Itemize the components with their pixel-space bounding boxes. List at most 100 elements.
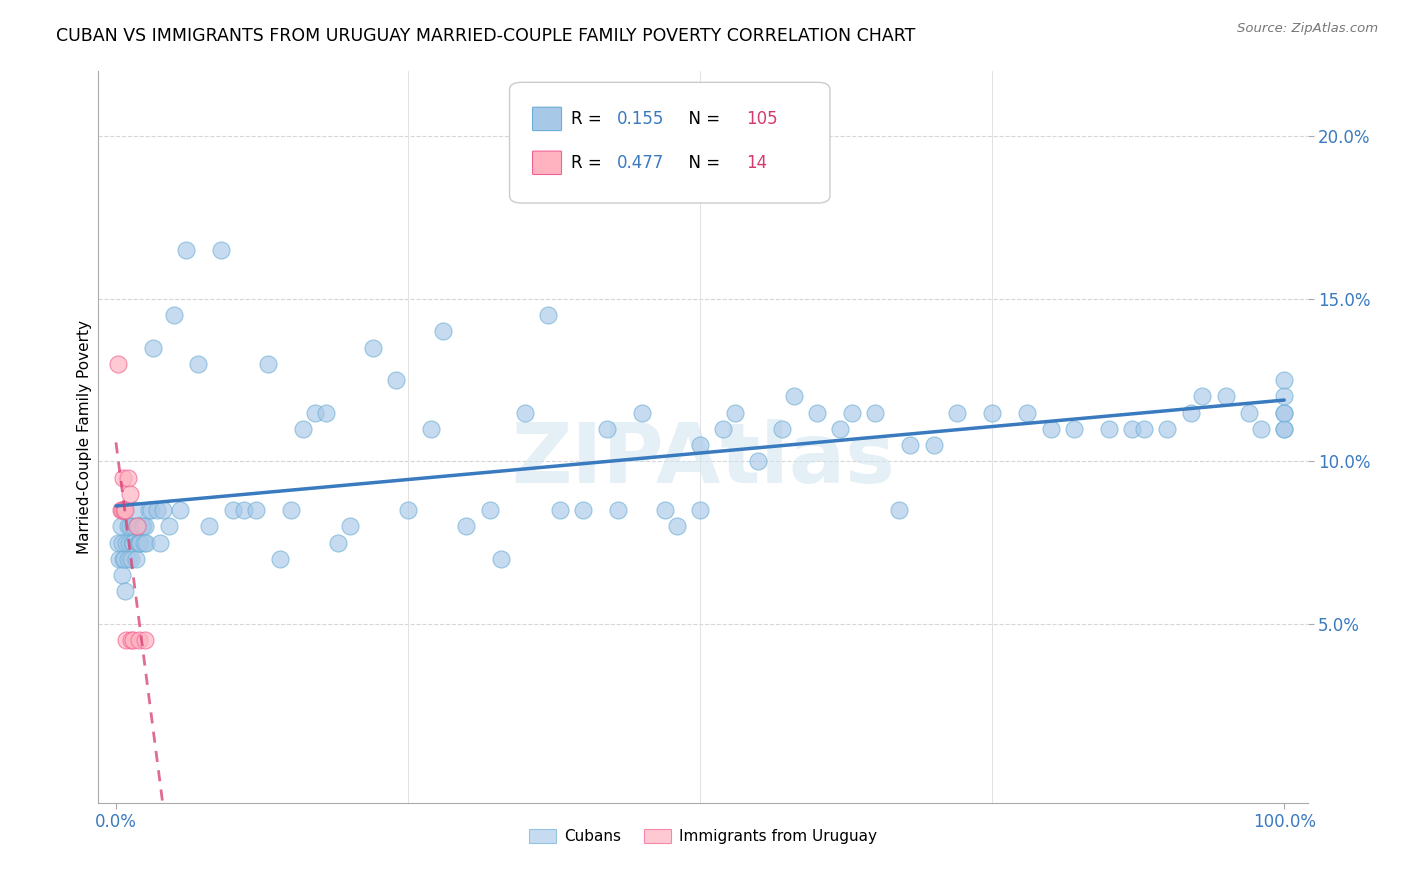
Cubans xyxy=(111,552,134,566)
Cubans xyxy=(291,422,314,436)
Cubans xyxy=(841,406,863,420)
Cubans xyxy=(865,406,887,420)
Cubans xyxy=(122,535,145,549)
Immigrants from Uruguay xyxy=(114,503,136,517)
Cubans xyxy=(946,406,969,420)
Cubans xyxy=(1272,422,1295,436)
Cubans xyxy=(1272,373,1295,387)
Immigrants from Uruguay xyxy=(134,633,156,648)
Cubans xyxy=(361,341,384,355)
Cubans xyxy=(120,552,142,566)
Cubans xyxy=(1237,406,1260,420)
Cubans xyxy=(747,454,769,468)
Immigrants from Uruguay xyxy=(112,503,135,517)
Cubans xyxy=(112,552,135,566)
Cubans xyxy=(107,535,129,549)
Cubans xyxy=(1272,406,1295,420)
Cubans xyxy=(385,373,408,387)
Text: CUBAN VS IMMIGRANTS FROM URUGUAY MARRIED-COUPLE FAMILY POVERTY CORRELATION CHART: CUBAN VS IMMIGRANTS FROM URUGUAY MARRIED… xyxy=(56,27,915,45)
Cubans xyxy=(887,503,910,517)
Text: R =: R = xyxy=(571,110,607,128)
Cubans xyxy=(128,519,150,533)
Cubans xyxy=(1156,422,1178,436)
Text: N =: N = xyxy=(678,153,725,172)
Cubans xyxy=(117,552,139,566)
Cubans xyxy=(713,422,735,436)
Cubans xyxy=(782,389,804,403)
Cubans xyxy=(1063,422,1085,436)
FancyBboxPatch shape xyxy=(533,107,561,130)
Immigrants from Uruguay xyxy=(111,471,134,485)
Cubans xyxy=(1133,422,1156,436)
Cubans xyxy=(131,519,153,533)
Text: 0.155: 0.155 xyxy=(617,110,665,128)
Cubans xyxy=(127,535,149,549)
Cubans xyxy=(118,535,141,549)
Cubans xyxy=(1180,406,1202,420)
Cubans xyxy=(169,503,191,517)
Cubans xyxy=(209,243,232,257)
Text: ZIPAtlas: ZIPAtlas xyxy=(510,418,896,500)
Text: R =: R = xyxy=(571,153,607,172)
Cubans xyxy=(121,535,143,549)
Cubans xyxy=(537,308,560,322)
Cubans xyxy=(1272,422,1295,436)
Cubans xyxy=(139,503,162,517)
Cubans xyxy=(245,503,267,517)
Cubans xyxy=(1098,422,1121,436)
Cubans xyxy=(128,535,150,549)
Cubans xyxy=(256,357,278,371)
Cubans xyxy=(115,535,138,549)
FancyBboxPatch shape xyxy=(533,151,561,175)
Cubans xyxy=(118,519,141,533)
Cubans xyxy=(117,519,139,533)
Cubans xyxy=(138,503,160,517)
Immigrants from Uruguay xyxy=(120,633,142,648)
Cubans xyxy=(146,503,169,517)
Cubans xyxy=(665,519,688,533)
Immigrants from Uruguay xyxy=(118,487,141,501)
Cubans xyxy=(1191,389,1213,403)
Cubans xyxy=(135,535,157,549)
Cubans xyxy=(806,406,828,420)
Cubans xyxy=(233,503,256,517)
Legend: Cubans, Immigrants from Uruguay: Cubans, Immigrants from Uruguay xyxy=(523,822,883,850)
Cubans xyxy=(111,503,134,517)
Cubans xyxy=(187,357,209,371)
Text: N =: N = xyxy=(678,110,725,128)
Cubans xyxy=(142,341,165,355)
Cubans xyxy=(122,519,145,533)
Cubans xyxy=(163,308,186,322)
Text: 14: 14 xyxy=(747,153,768,172)
Cubans xyxy=(134,519,156,533)
Cubans xyxy=(689,438,711,452)
Cubans xyxy=(513,406,536,420)
Text: Source: ZipAtlas.com: Source: ZipAtlas.com xyxy=(1237,22,1378,36)
Cubans xyxy=(111,535,134,549)
Cubans xyxy=(149,535,172,549)
Immigrants from Uruguay xyxy=(117,471,139,485)
Cubans xyxy=(1039,422,1062,436)
Cubans xyxy=(125,519,148,533)
Cubans xyxy=(111,568,134,582)
Cubans xyxy=(981,406,1004,420)
Immigrants from Uruguay xyxy=(125,519,148,533)
Immigrants from Uruguay xyxy=(111,503,134,517)
Text: 105: 105 xyxy=(747,110,778,128)
Cubans xyxy=(922,438,945,452)
Text: 0.477: 0.477 xyxy=(617,153,665,172)
Cubans xyxy=(1121,422,1143,436)
Cubans xyxy=(548,503,571,517)
Immigrants from Uruguay xyxy=(110,503,132,517)
FancyBboxPatch shape xyxy=(509,82,830,203)
Cubans xyxy=(132,519,155,533)
Cubans xyxy=(830,422,852,436)
Cubans xyxy=(125,552,148,566)
Cubans xyxy=(654,503,676,517)
Cubans xyxy=(1250,422,1272,436)
Cubans xyxy=(326,535,349,549)
Cubans xyxy=(222,503,245,517)
Cubans xyxy=(108,552,131,566)
Cubans xyxy=(110,519,132,533)
Cubans xyxy=(1272,406,1295,420)
